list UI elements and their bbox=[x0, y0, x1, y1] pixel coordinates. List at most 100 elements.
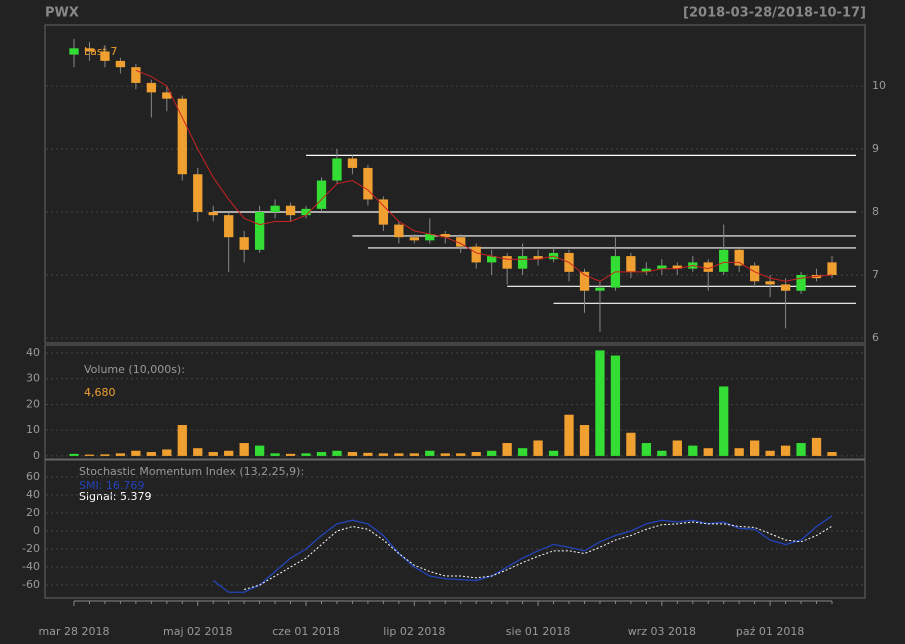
candle-body bbox=[301, 208, 311, 216]
candle-body bbox=[347, 158, 358, 168]
candle-body bbox=[595, 287, 605, 291]
volume-bar bbox=[440, 453, 450, 456]
candle-body bbox=[456, 237, 466, 247]
candle-body bbox=[517, 256, 528, 269]
candle-body bbox=[502, 256, 512, 269]
y-tick-label: 20 bbox=[26, 506, 40, 519]
volume-bar bbox=[796, 443, 806, 456]
volume-bar bbox=[394, 453, 404, 456]
volume-bar bbox=[471, 452, 481, 456]
candle-body bbox=[471, 246, 481, 263]
candle-body bbox=[115, 60, 126, 68]
date-range: [2018-03-28/2018-10-17] bbox=[683, 6, 866, 21]
volume-bar bbox=[363, 452, 373, 456]
candle-body bbox=[285, 205, 296, 216]
candle-body bbox=[626, 256, 636, 272]
volume-bar bbox=[270, 453, 280, 456]
candle-body bbox=[394, 224, 404, 238]
candle-body bbox=[641, 268, 652, 272]
candle-body bbox=[131, 67, 141, 83]
candle-body bbox=[750, 265, 760, 282]
volume-bar bbox=[827, 452, 837, 456]
candle-body bbox=[657, 265, 667, 269]
candle-body bbox=[208, 212, 218, 216]
volume-bar bbox=[115, 453, 126, 456]
volume-bar bbox=[131, 450, 141, 456]
volume-bar bbox=[409, 453, 419, 456]
candle-body bbox=[378, 199, 389, 225]
smi-title: Stochastic Momentum Index (13,2,25,9): bbox=[79, 465, 304, 478]
smi-value: SMI: 16.769 bbox=[79, 479, 144, 492]
volume-last: 4,680 bbox=[84, 386, 116, 399]
volume-bar bbox=[610, 355, 621, 456]
volume-bar bbox=[657, 450, 667, 456]
y-tick-label: -60 bbox=[22, 578, 40, 591]
volume-bar bbox=[502, 443, 512, 456]
volume-bar bbox=[750, 440, 760, 456]
volume-bar bbox=[811, 437, 822, 456]
y-tick-label: 40 bbox=[26, 346, 40, 359]
candle-body bbox=[579, 271, 590, 291]
x-tick-label: lip 02 2018 bbox=[383, 625, 445, 638]
volume-bar bbox=[517, 448, 528, 456]
volume-bar bbox=[703, 448, 713, 456]
x-tick-label: cze 01 2018 bbox=[272, 625, 340, 638]
candle-body bbox=[719, 249, 729, 272]
candle-body bbox=[363, 167, 373, 200]
volume-bar bbox=[193, 448, 203, 456]
x-tick-label: paź 01 2018 bbox=[736, 625, 804, 638]
volume-bar bbox=[780, 445, 791, 456]
candle-body bbox=[780, 284, 791, 291]
signal-value: Signal: 5.379 bbox=[79, 490, 151, 503]
volume-panel bbox=[44, 344, 866, 460]
candle-body bbox=[270, 205, 280, 213]
volume-bar bbox=[533, 440, 543, 456]
volume-bar bbox=[208, 452, 218, 456]
candle-body bbox=[162, 92, 172, 99]
candle-body bbox=[827, 262, 837, 275]
candle-body bbox=[316, 180, 327, 209]
volume-bar bbox=[254, 445, 265, 456]
y-tick-label: 0 bbox=[33, 524, 40, 537]
candle-body bbox=[440, 234, 450, 238]
y-tick-label: 30 bbox=[26, 372, 40, 385]
candle-body bbox=[177, 98, 187, 175]
volume-bar bbox=[239, 443, 249, 456]
candle-body bbox=[487, 256, 497, 263]
volume-bar bbox=[378, 453, 389, 456]
volume-bar bbox=[84, 454, 95, 456]
volume-bar bbox=[69, 453, 79, 456]
candle-body bbox=[69, 48, 79, 55]
candle-body bbox=[734, 249, 744, 266]
x-tick-label: maj 02 2018 bbox=[163, 625, 233, 638]
volume-bar bbox=[641, 443, 652, 456]
volume-bar bbox=[285, 453, 296, 456]
y-tick-label: 10 bbox=[26, 423, 40, 436]
candle-body bbox=[672, 265, 682, 269]
candle-body bbox=[239, 237, 249, 250]
y-tick-label: 6 bbox=[872, 331, 879, 344]
volume-bar bbox=[316, 452, 327, 456]
smi-line bbox=[212, 515, 833, 593]
candle-body bbox=[84, 48, 95, 52]
volume-bar bbox=[425, 450, 435, 456]
x-tick-label: sie 01 2018 bbox=[506, 625, 571, 638]
candle-body bbox=[425, 234, 435, 241]
y-tick-label: -20 bbox=[22, 542, 40, 555]
y-tick-label: -40 bbox=[22, 560, 40, 573]
candle-body bbox=[533, 256, 543, 260]
candle-body bbox=[332, 158, 342, 181]
volume-bar bbox=[301, 453, 311, 456]
volume-bar bbox=[548, 450, 559, 456]
volume-bar bbox=[100, 454, 110, 456]
volume-bar bbox=[765, 450, 775, 456]
volume-bar bbox=[456, 453, 466, 456]
y-tick-label: 0 bbox=[33, 449, 40, 462]
volume-bar bbox=[347, 452, 358, 456]
volume-bar bbox=[579, 425, 590, 456]
volume-bar bbox=[734, 448, 744, 456]
volume-bar bbox=[146, 452, 156, 456]
candle-body bbox=[146, 82, 156, 93]
price-panel bbox=[44, 24, 866, 344]
volume-bar bbox=[564, 414, 574, 456]
